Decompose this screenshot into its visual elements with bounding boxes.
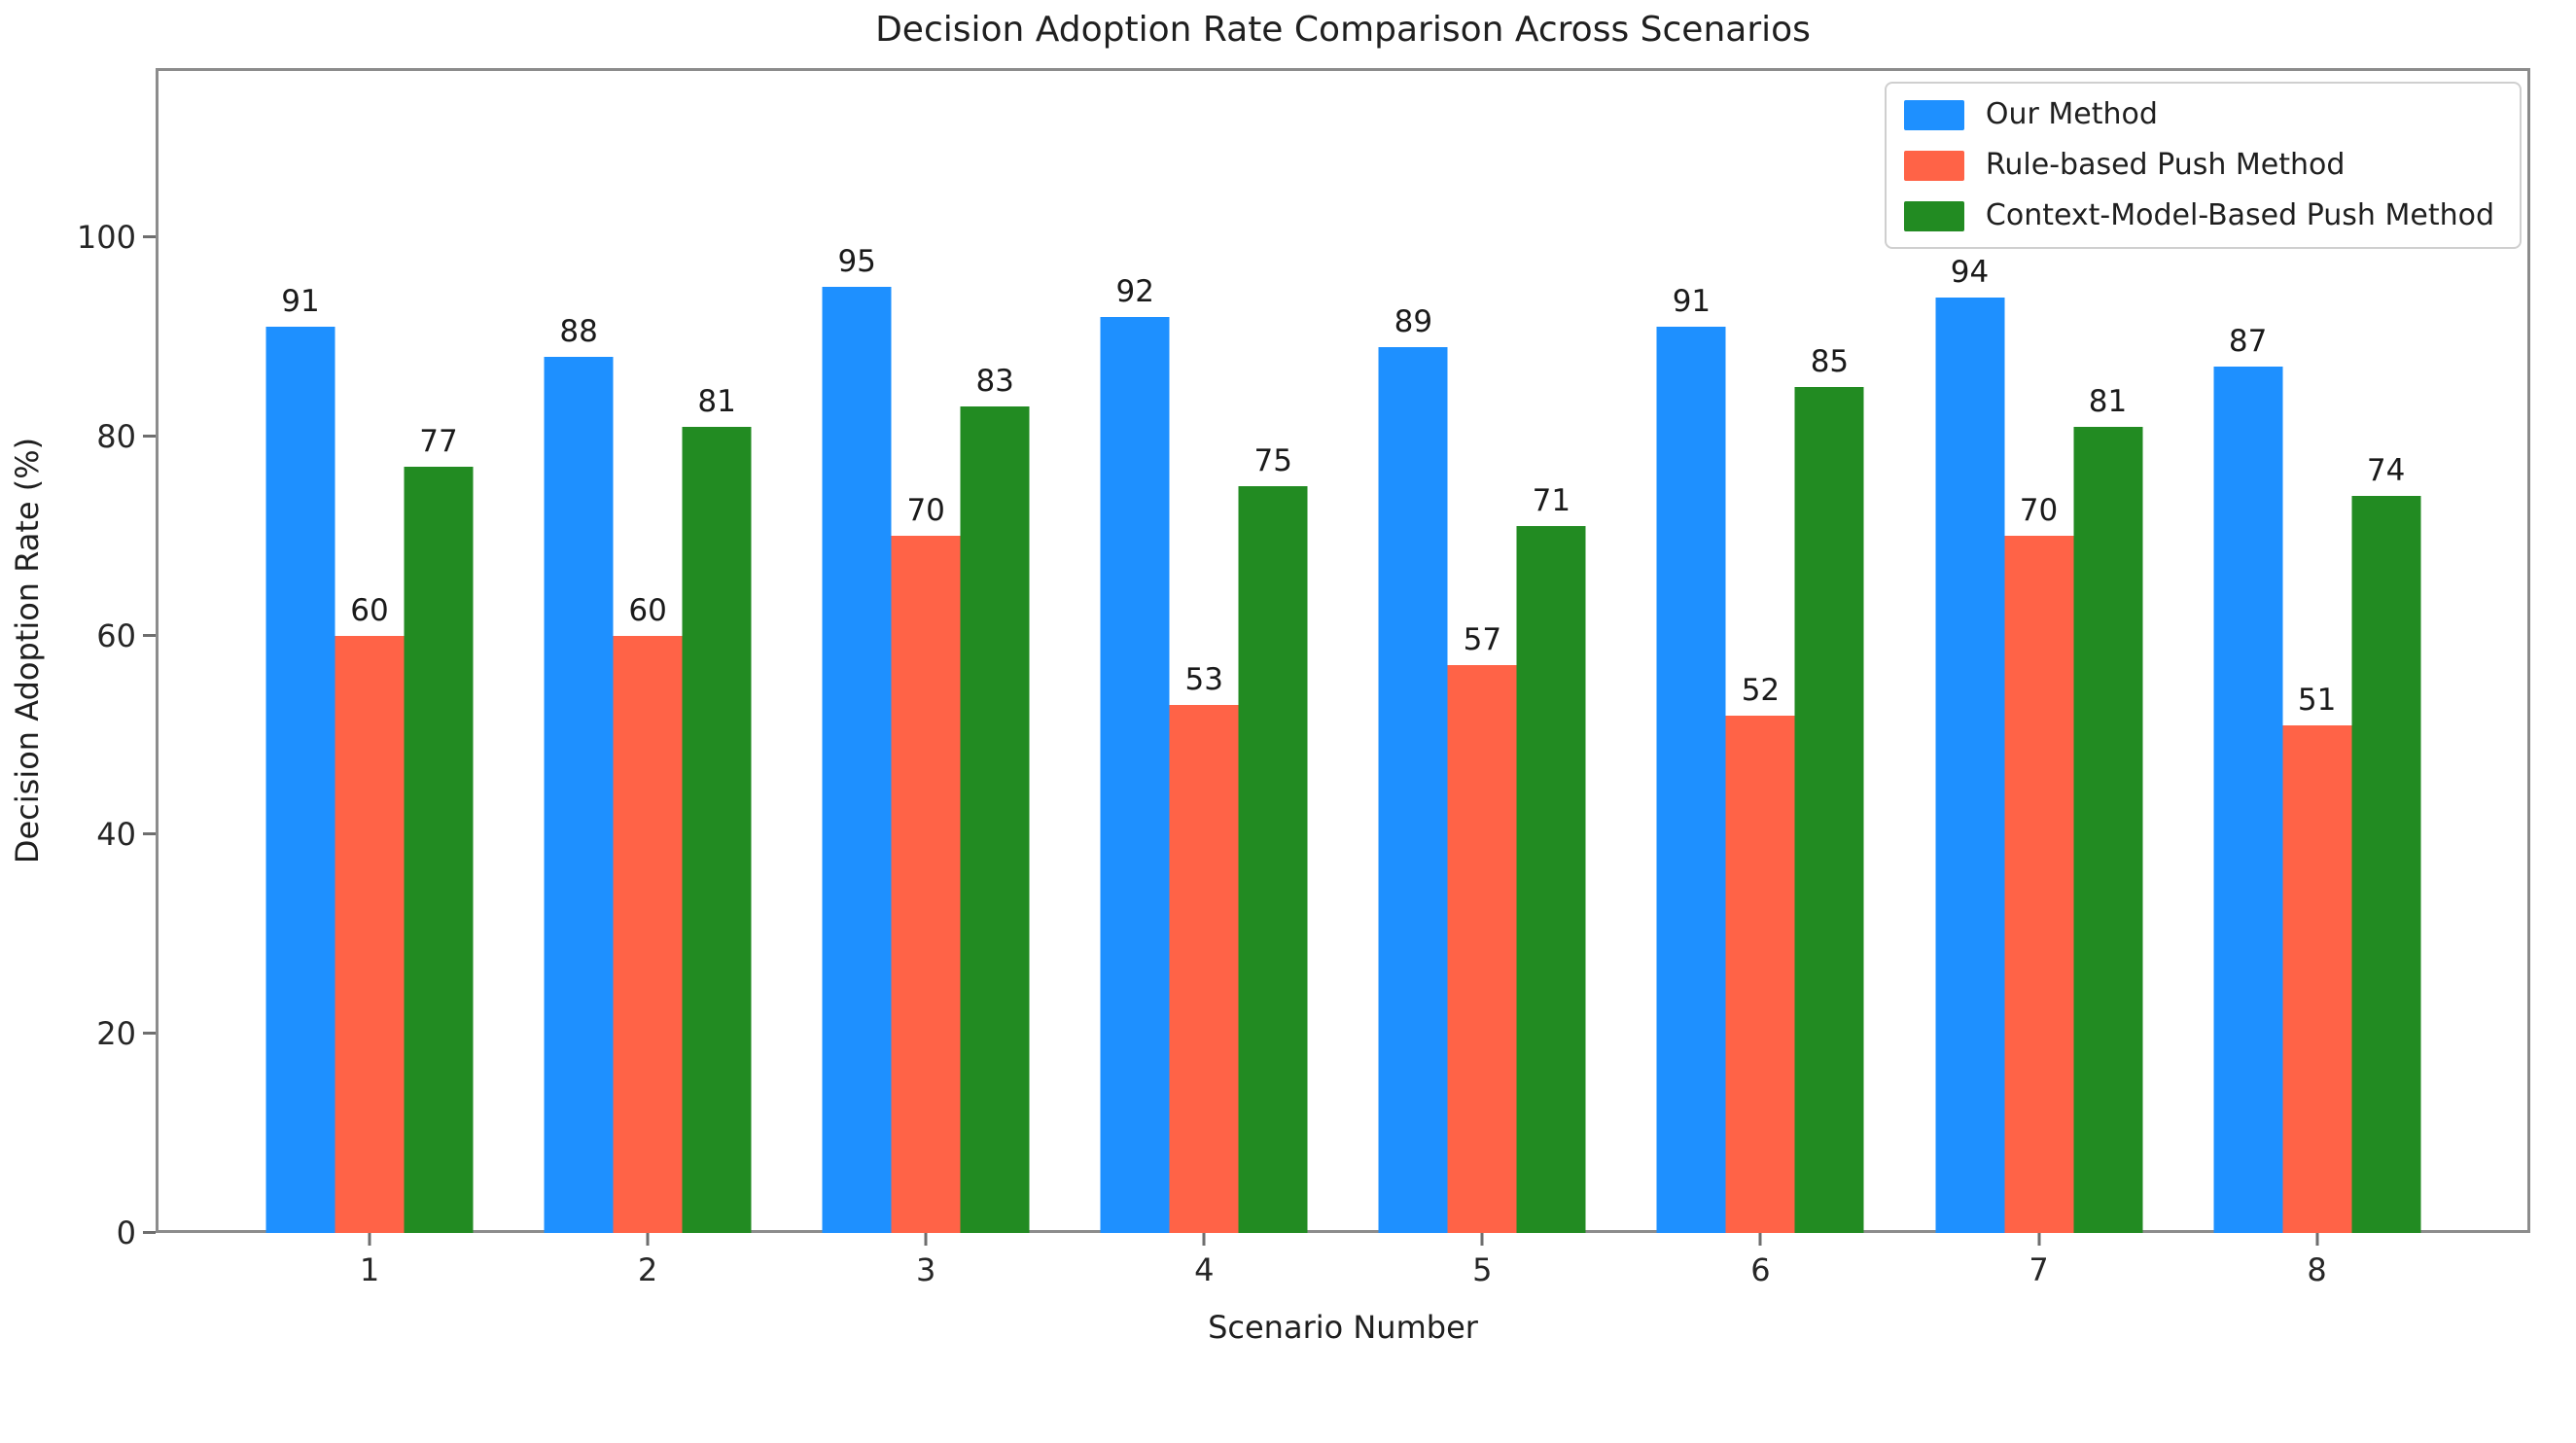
bar-context-model-based-push-method: 85 xyxy=(1794,346,1864,1233)
x-tick-label: 7 xyxy=(2029,1251,2049,1288)
bar-context-model-based-push-method: 74 xyxy=(2351,456,2421,1233)
bar-value-label: 91 xyxy=(1672,284,1711,320)
y-tick-mark xyxy=(143,1032,156,1036)
x-tick-mark xyxy=(646,1233,650,1246)
x-tick-label: 8 xyxy=(2307,1251,2327,1288)
bar-value-label: 92 xyxy=(1115,273,1154,309)
legend-label: Rule-based Push Method xyxy=(1985,148,2346,182)
y-axis-title: Decision Adoption Rate (%) xyxy=(9,437,46,864)
x-tick-mark xyxy=(2037,1233,2040,1246)
y-tick-mark xyxy=(143,1231,156,1234)
legend-row: Rule-based Push Method xyxy=(1903,148,2494,182)
bar-our-method: 91 xyxy=(1656,287,1726,1233)
bar-rule-based-push-method: 57 xyxy=(1447,625,1517,1233)
x-axis-title: Scenario Number xyxy=(1208,1309,1478,1346)
x-tick-mark xyxy=(2315,1233,2319,1246)
legend-row: Our Method xyxy=(1903,97,2494,131)
bar-rule-based-push-method: 60 xyxy=(335,595,405,1233)
x-tick-label: 2 xyxy=(637,1251,658,1288)
bar-our-method: 87 xyxy=(2213,327,2283,1233)
legend-swatch-context-model-based-push-method xyxy=(1903,200,1964,231)
bar-group-scenario-3: 95 70 83 xyxy=(822,68,1030,1233)
bar-value-label: 81 xyxy=(697,383,736,419)
legend-swatch-our-method xyxy=(1903,99,1964,130)
bar-group-scenario-7: 94 70 81 xyxy=(1935,68,2142,1233)
bar-group-scenario-8: 87 51 74 xyxy=(2213,68,2421,1233)
bar-group-scenario-1: 91 60 77 xyxy=(265,68,474,1233)
legend: Our Method Rule-based Push Method Context-… xyxy=(1884,82,2522,249)
bar-value-label: 85 xyxy=(1810,343,1850,379)
x-tick-mark xyxy=(368,1233,371,1246)
bar-value-label: 57 xyxy=(1463,622,1502,658)
y-tick-label: 40 xyxy=(96,816,136,854)
bar-value-label: 52 xyxy=(1741,672,1781,708)
bar-our-method: 95 xyxy=(822,247,892,1233)
bar-context-model-based-push-method: 83 xyxy=(960,367,1030,1233)
x-tick-label: 5 xyxy=(1472,1251,1493,1288)
legend-swatch-rule-based-push-method xyxy=(1903,150,1964,181)
y-tick-mark xyxy=(143,832,156,836)
y-tick-label: 80 xyxy=(96,417,136,455)
bar-rule-based-push-method: 60 xyxy=(613,595,683,1233)
bar-rule-based-push-method: 51 xyxy=(2282,685,2352,1233)
bar-group-scenario-5: 89 57 71 xyxy=(1378,68,1586,1233)
x-tick-label: 6 xyxy=(1750,1251,1771,1288)
bar-context-model-based-push-method: 81 xyxy=(2073,386,2142,1233)
x-tick-mark xyxy=(1480,1233,1484,1246)
bar-our-method: 92 xyxy=(1100,276,1170,1233)
x-tick-label: 3 xyxy=(915,1251,936,1288)
bar-value-label: 60 xyxy=(628,592,667,628)
bar-value-label: 94 xyxy=(1950,254,1990,290)
bar-value-label: 89 xyxy=(1394,303,1433,339)
y-tick-mark xyxy=(143,434,156,438)
x-tick-mark xyxy=(924,1233,928,1246)
bar-our-method: 91 xyxy=(265,287,335,1233)
bar-value-label: 91 xyxy=(281,284,320,320)
chart-title: Decision Adoption Rate Comparison Across… xyxy=(875,10,1811,50)
bar-group-scenario-6: 91 52 85 xyxy=(1656,68,1864,1233)
legend-row: Context-Model-Based Push Method xyxy=(1903,198,2494,232)
bar-value-label: 70 xyxy=(2019,493,2059,529)
y-tick-mark xyxy=(143,633,156,637)
bar-value-label: 77 xyxy=(419,423,458,459)
bar-our-method: 89 xyxy=(1378,306,1448,1233)
x-tick-label: 1 xyxy=(359,1251,380,1288)
legend-label: Our Method xyxy=(1985,97,2158,131)
bar-rule-based-push-method: 53 xyxy=(1169,665,1239,1233)
bar-rule-based-push-method: 70 xyxy=(2004,496,2073,1233)
bar-value-label: 74 xyxy=(2366,453,2406,489)
x-tick-label: 4 xyxy=(1194,1251,1215,1288)
bar-context-model-based-push-method: 81 xyxy=(682,386,752,1233)
bar-rule-based-push-method: 52 xyxy=(1725,675,1795,1233)
x-tick-mark xyxy=(1758,1233,1762,1246)
bar-context-model-based-push-method: 77 xyxy=(404,426,474,1233)
bar-value-label: 81 xyxy=(2088,383,2128,419)
y-tick-label: 0 xyxy=(116,1214,136,1251)
legend-label: Context-Model-Based Push Method xyxy=(1985,198,2494,232)
y-tick-label: 60 xyxy=(96,616,136,654)
bar-value-label: 60 xyxy=(350,592,389,628)
bar-value-label: 88 xyxy=(559,313,598,349)
bar-value-label: 87 xyxy=(2228,324,2268,360)
plot-wrap: Decision Adoption Rate (%) Scenario Numb… xyxy=(9,68,2530,1346)
bar-rule-based-push-method: 70 xyxy=(891,496,961,1233)
bar-value-label: 53 xyxy=(1184,662,1223,698)
bar-value-label: 83 xyxy=(975,364,1014,400)
bar-value-label: 75 xyxy=(1253,443,1292,479)
bar-our-method: 88 xyxy=(544,316,614,1233)
x-tick-mark xyxy=(1202,1233,1206,1246)
bar-our-method: 94 xyxy=(1935,257,2004,1233)
y-tick-label: 20 xyxy=(96,1015,136,1053)
y-tick-label: 100 xyxy=(76,219,136,257)
bar-group-scenario-2: 88 60 81 xyxy=(544,68,752,1233)
bar-value-label: 71 xyxy=(1532,483,1571,519)
bar-context-model-based-push-method: 75 xyxy=(1238,446,1308,1233)
y-tick-mark xyxy=(143,235,156,239)
bar-value-label: 95 xyxy=(837,244,876,280)
bar-value-label: 70 xyxy=(906,493,945,529)
bar-context-model-based-push-method: 71 xyxy=(1516,486,1586,1233)
bar-value-label: 51 xyxy=(2297,682,2337,718)
bar-group-scenario-4: 92 53 75 xyxy=(1100,68,1308,1233)
